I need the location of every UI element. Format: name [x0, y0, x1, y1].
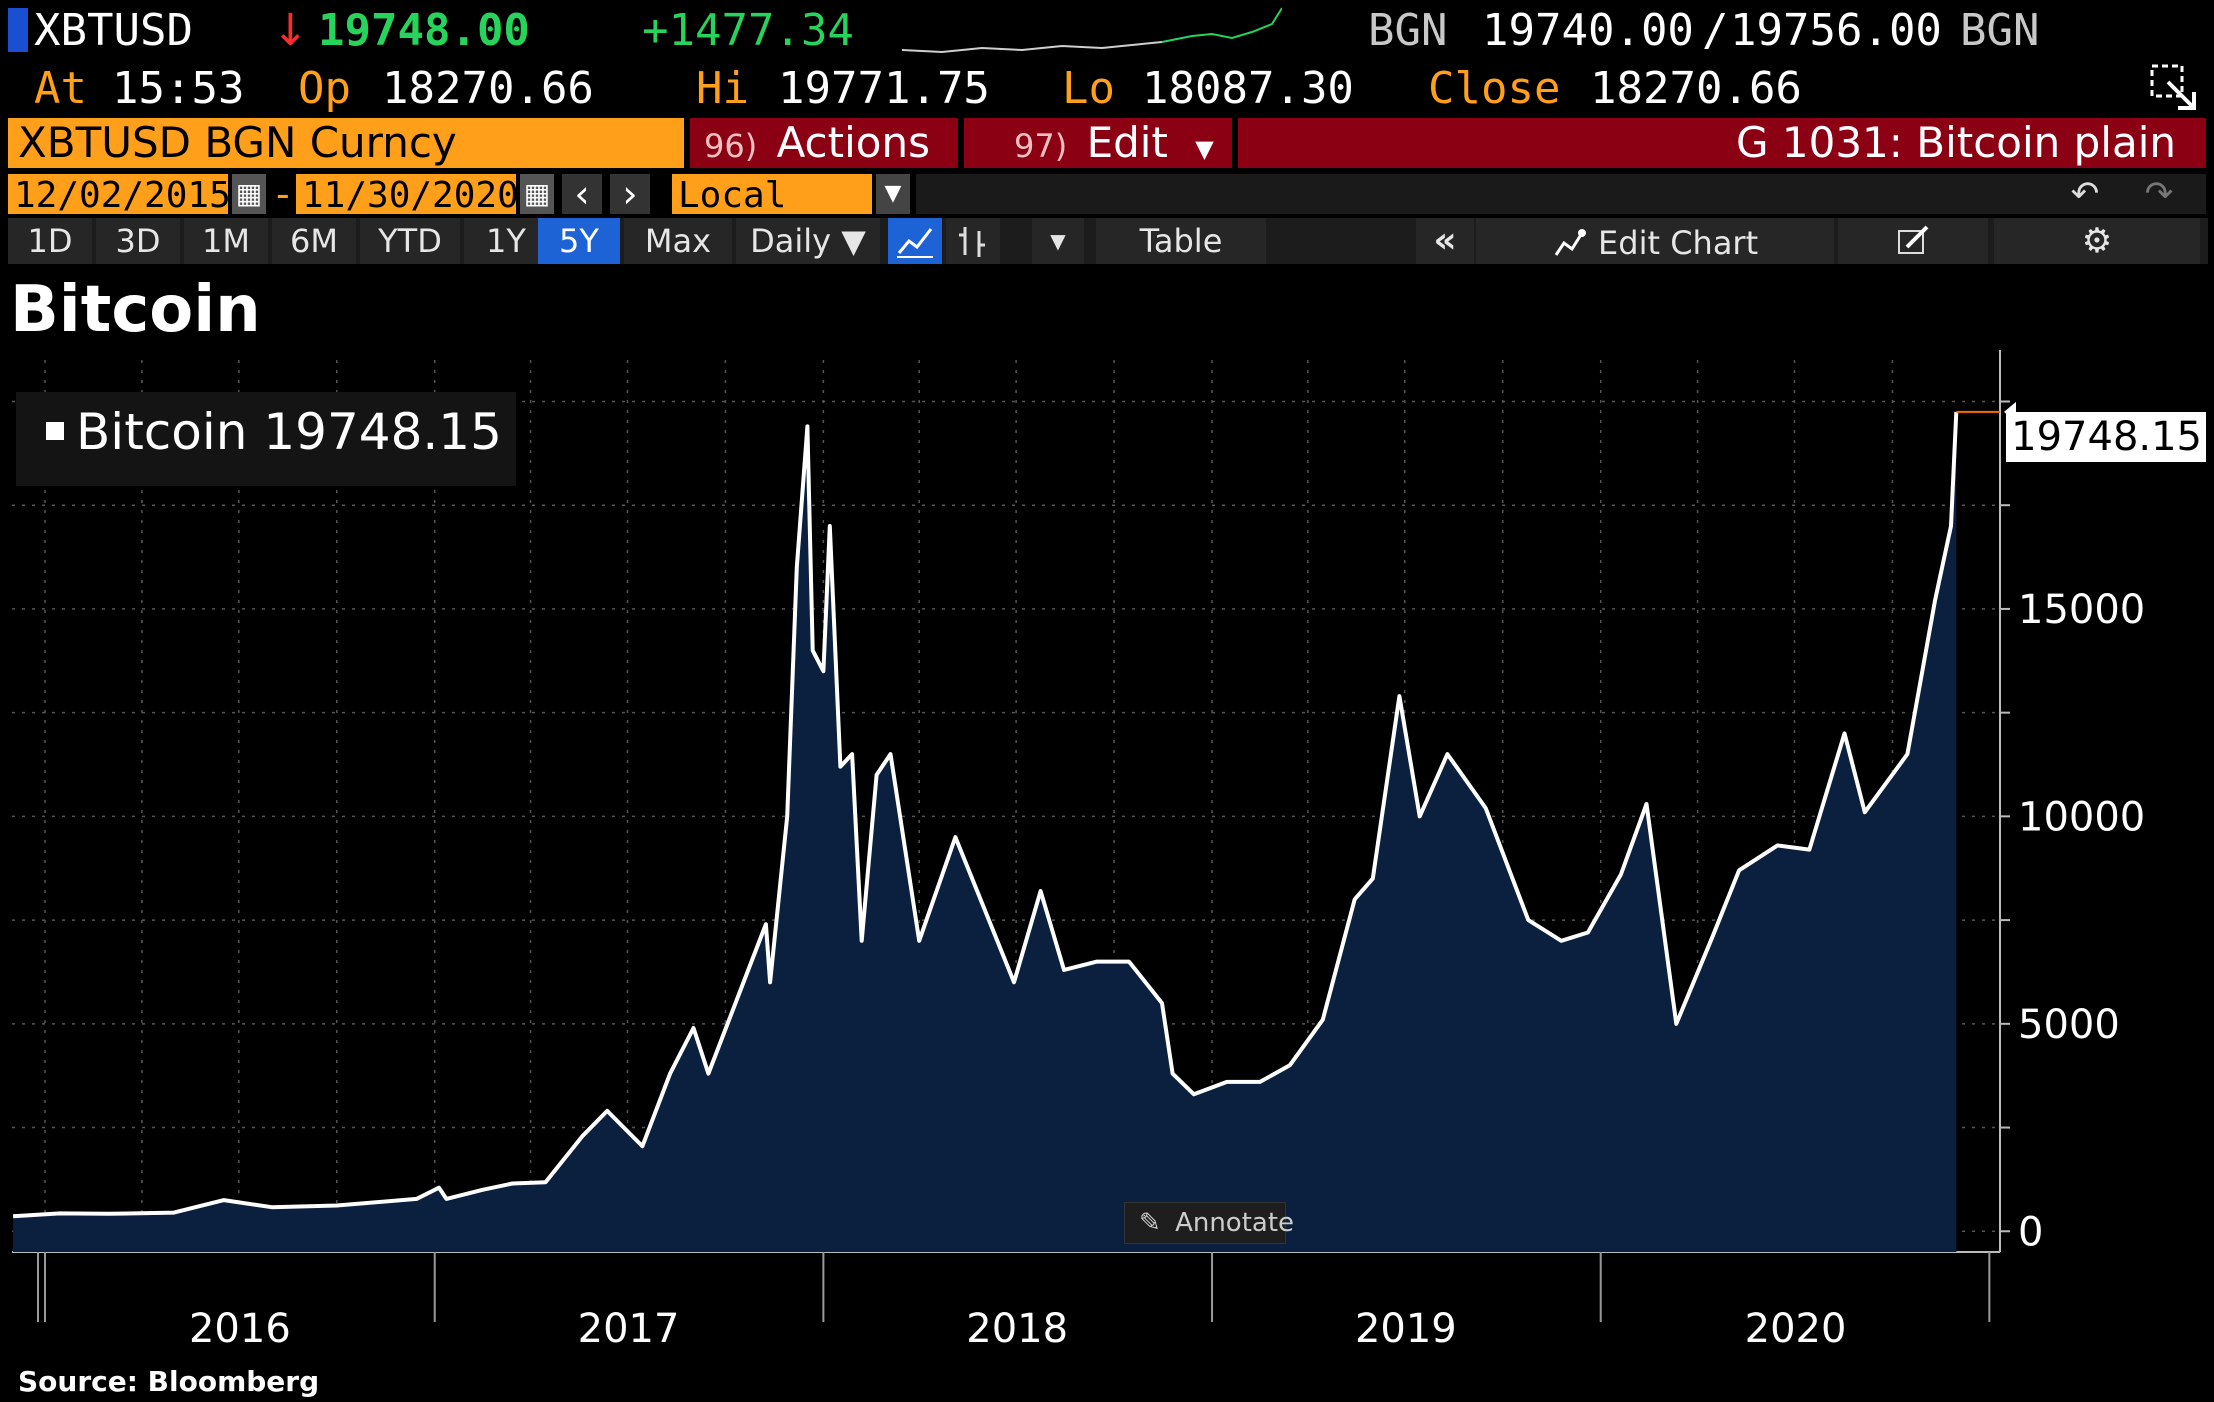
- high-value: 19771.75: [778, 63, 990, 114]
- annotate-tool-icon[interactable]: [1838, 218, 1988, 264]
- sparkline: [902, 7, 1282, 54]
- bid-source: BGN: [1368, 5, 1448, 56]
- range-6m[interactable]: 6M: [272, 218, 356, 264]
- annotate-pencil-icon: ✎: [1139, 1208, 1161, 1238]
- frequency-select[interactable]: Daily ▼: [736, 218, 880, 264]
- edit-label: Edit: [1086, 118, 1168, 167]
- price-change: +1477.34: [642, 5, 854, 56]
- range-5y[interactable]: 5Y: [538, 218, 620, 264]
- range-1d[interactable]: 1D: [8, 218, 92, 264]
- range-ytd[interactable]: YTD: [360, 218, 460, 264]
- calendar-icon[interactable]: ▦: [232, 174, 266, 214]
- range-1y[interactable]: 1Y: [464, 218, 548, 264]
- x-tick-label: 2019: [1355, 1306, 1457, 1352]
- ask-price: 19756.00: [1730, 5, 1942, 56]
- ask-source: BGN: [1960, 5, 2040, 56]
- y-tick-label: 5000: [2018, 1002, 2120, 1048]
- edit-menu[interactable]: 97) Edit ▼: [964, 118, 1232, 168]
- chart-title: Bitcoin: [10, 273, 261, 347]
- ticker-symbol: XBTUSD: [34, 5, 193, 56]
- y-tick-label: 10000: [2018, 794, 2145, 840]
- gear-icon[interactable]: ⚙: [1994, 218, 2200, 264]
- range-toolbar: 1D 3D 1M 6M YTD 1Y 5Y Max Daily ▼ ▼ Tabl…: [8, 218, 2208, 264]
- chevron-right-icon[interactable]: ›: [610, 174, 650, 214]
- date-from: 12/02/2015: [14, 175, 231, 216]
- x-tick-label: 2016: [189, 1306, 291, 1352]
- date-from-field[interactable]: 12/02/2015: [8, 174, 231, 216]
- line-chart-icon[interactable]: [888, 218, 942, 264]
- y-tick-label: 0: [2018, 1209, 2043, 1255]
- edit-chart-label: Edit Chart: [1598, 224, 1759, 262]
- close-value: 18270.66: [1590, 63, 1802, 114]
- actions-menu[interactable]: 96) Actions ▼: [690, 118, 958, 216]
- table-button[interactable]: Table: [1096, 218, 1266, 264]
- security-field[interactable]: XBTUSD BGN Curncy: [8, 118, 684, 168]
- history-bar: [916, 174, 2206, 214]
- y-tick-label: 15000: [2018, 587, 2145, 633]
- last-value-label: 19748.15: [2011, 414, 2202, 460]
- bar-chart-icon[interactable]: [946, 218, 1000, 264]
- range-3d[interactable]: 3D: [96, 218, 180, 264]
- bid-ask-slash: /: [1702, 5, 1729, 56]
- date-to: 11/30/2020: [302, 175, 519, 216]
- low-value: 18087.30: [1142, 63, 1354, 114]
- chart-type-dropdown-icon[interactable]: ▼: [1032, 218, 1084, 264]
- down-arrow-icon: ↓: [272, 5, 309, 56]
- dropdown-arrow-icon[interactable]: ▼: [876, 174, 910, 214]
- legend-label: Bitcoin 19748.15: [76, 403, 502, 461]
- chevron-left-icon[interactable]: ‹: [562, 174, 602, 214]
- dropdown-arrow-icon: ▼: [1195, 135, 1214, 163]
- x-tick-label: 2020: [1745, 1306, 1847, 1352]
- undo-icon[interactable]: ↶: [2070, 174, 2100, 214]
- x-tick-label: 2017: [578, 1306, 680, 1352]
- legend-swatch: [46, 422, 64, 440]
- last-price: 19748.00: [318, 5, 530, 56]
- function-title: G 1031: Bitcoin plain: [1735, 118, 2176, 167]
- at-time: 15:53: [112, 63, 245, 114]
- open-label: Op: [298, 63, 351, 114]
- ticker-marker: [8, 8, 28, 52]
- range-1m[interactable]: 1M: [184, 218, 268, 264]
- price-line: [12, 411, 1959, 1219]
- x-tick-label: 2018: [966, 1306, 1068, 1352]
- high-label: Hi: [696, 63, 749, 114]
- actions-number: 96): [704, 127, 758, 165]
- calendar-icon[interactable]: ▦: [520, 174, 554, 214]
- actions-label: Actions: [776, 118, 930, 167]
- annotate-button[interactable]: ✎ Annotate: [1124, 1202, 1294, 1244]
- security-label: XBTUSD BGN Curncy: [18, 118, 457, 167]
- redo-icon[interactable]: ↷: [2144, 174, 2174, 214]
- source-label: Source: Bloomberg: [18, 1365, 320, 1398]
- open-value: 18270.66: [382, 63, 594, 114]
- legend-box: [16, 392, 516, 486]
- date-dash: -: [276, 172, 290, 216]
- low-label: Lo: [1062, 63, 1115, 114]
- at-label: At: [34, 63, 87, 114]
- edit-number: 97): [1014, 127, 1068, 165]
- edit-chart-icon: [1554, 229, 1586, 256]
- date-to-field[interactable]: 11/30/2020: [296, 174, 519, 216]
- double-chevron-left-icon[interactable]: «: [1416, 218, 1474, 264]
- function-title-bar: G 1031: Bitcoin plain: [1238, 118, 2206, 168]
- last-value-tag: 19748.15: [2006, 412, 2206, 462]
- range-max[interactable]: Max: [624, 218, 732, 264]
- bid-price: 19740.00: [1482, 5, 1694, 56]
- area-fill: [13, 411, 1957, 1252]
- close-label: Close: [1428, 63, 1561, 114]
- edit-chart-button[interactable]: Edit Chart: [1476, 218, 1834, 264]
- popout-icon[interactable]: [2148, 62, 2200, 114]
- annotate-label: Annotate: [1175, 1208, 1295, 1238]
